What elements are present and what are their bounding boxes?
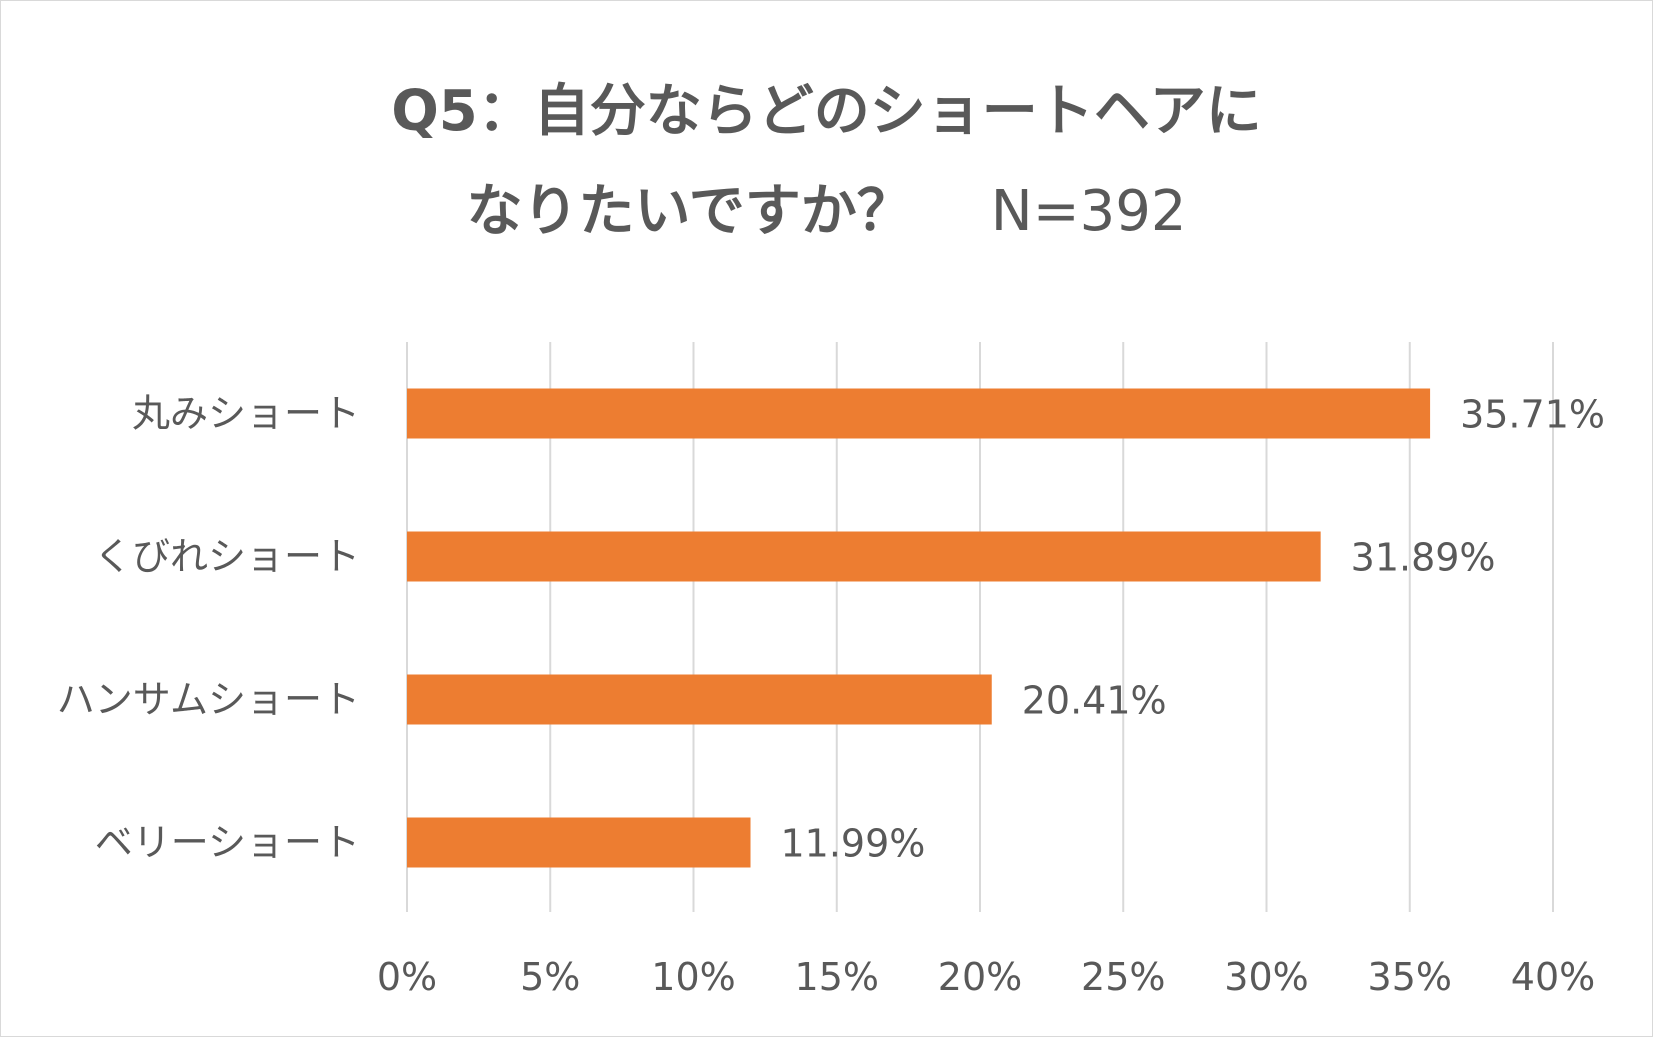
x-tick-label: 35% (1368, 955, 1452, 999)
bars (407, 388, 1431, 868)
x-tick-label: 25% (1081, 955, 1165, 999)
x-tick-label: 15% (795, 955, 879, 999)
x-tick-label: 20% (938, 955, 1022, 999)
bar (407, 817, 751, 868)
chart-title: Q5：自分ならどのショートヘアに なりたいですか？ N=392 (0, 62, 1653, 262)
category-label: ベリーショート (95, 821, 360, 865)
data-label: 11.99% (781, 822, 926, 866)
data-labels: 35.71% 31.89% 20.41% 11.99% (781, 393, 1605, 866)
x-tick-label: 5% (520, 955, 580, 999)
chart-title-question: なりたいですか？ (466, 179, 913, 244)
chart-title-line-2: なりたいですか？ N=392 (0, 162, 1653, 262)
x-tick-label: 10% (651, 955, 735, 999)
x-tick-label: 30% (1224, 955, 1308, 999)
x-axis-tick-labels: 0% 5% 10% 15% 20% 25% 30% 35% 40% (377, 955, 1595, 999)
data-label: 31.89% (1351, 536, 1496, 580)
data-label: 35.71% (1460, 393, 1605, 437)
category-label: 丸みショート (132, 392, 360, 436)
bar (407, 674, 992, 725)
category-label: くびれショート (94, 535, 360, 579)
sample-size-label: N=392 (990, 179, 1187, 244)
data-label: 20.41% (1022, 679, 1167, 723)
chart-title-line-1: Q5：自分ならどのショートヘアに (391, 79, 1262, 144)
x-tick-label: 40% (1511, 955, 1595, 999)
bar (407, 388, 1431, 439)
bar (407, 531, 1321, 582)
x-tick-label: 0% (377, 955, 437, 999)
category-label: ハンサムショート (57, 678, 360, 722)
